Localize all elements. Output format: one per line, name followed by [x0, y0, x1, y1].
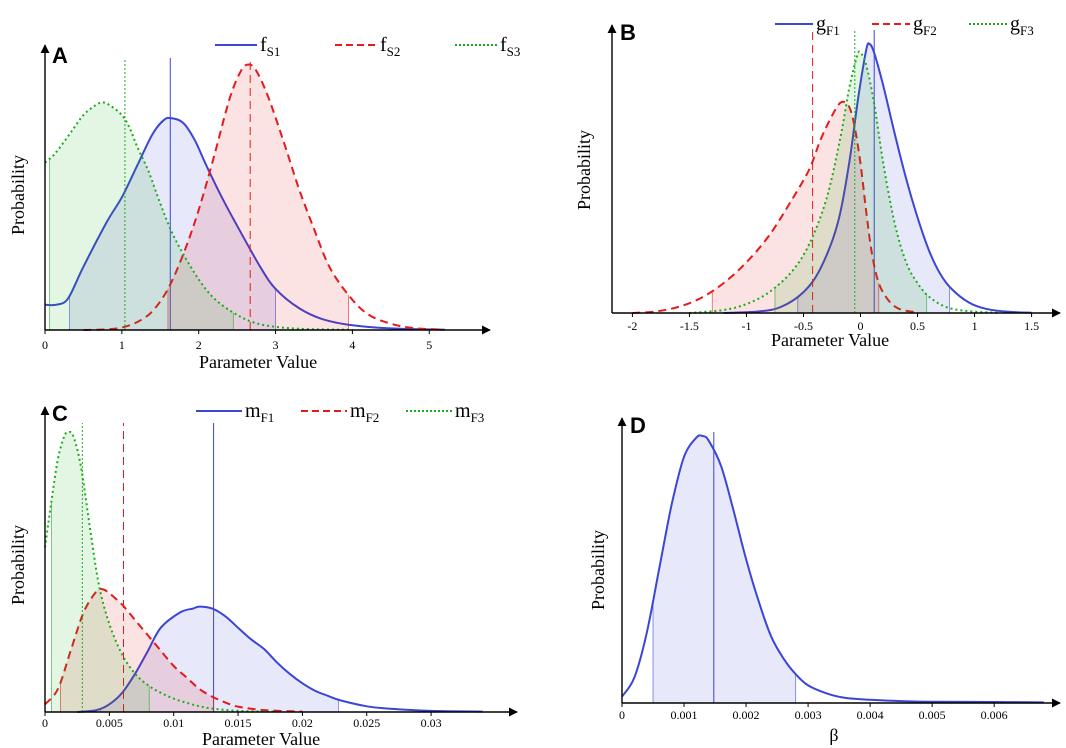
legend-label: mF3: [455, 400, 484, 425]
legend-label: gF2: [913, 13, 937, 38]
legend-label-main: m: [245, 400, 261, 422]
legend: gF1 gF2 gF3: [775, 13, 1034, 38]
legend-label-sub: S2: [387, 44, 401, 59]
legend-label-sub: F3: [1020, 23, 1034, 38]
panel-letter: C: [52, 401, 68, 426]
legend: fS1 fS2 fS3: [215, 34, 520, 59]
density-curve-m-f3: [44, 431, 277, 713]
x-tick-label: 0.03: [421, 716, 442, 730]
legend-label: gF1: [816, 13, 840, 38]
legend: mF1 mF2 mF3: [196, 400, 484, 425]
legend-label-main: f: [260, 34, 267, 56]
x-tick-label: 0.02: [292, 716, 313, 730]
x-tick-label: 0.005: [919, 708, 946, 722]
x-tick-label: 0.003: [795, 708, 822, 722]
legend-label-sub: S1: [267, 44, 281, 59]
legend-label-main: m: [350, 400, 366, 422]
density-curve-beta: [621, 434, 1044, 704]
x-tick-label: 0: [42, 338, 48, 352]
x-axis-label: Parameter Value: [771, 330, 889, 350]
chart-panel-c: 0 0.005 0.01 0.015 0.02 0.025 0.03 Parameter Va…: [8, 400, 518, 748]
legend-label-main: f: [500, 34, 507, 56]
legend-label-main: g: [913, 13, 923, 35]
legend-label: fS3: [500, 34, 520, 59]
panel-letter: B: [620, 20, 636, 45]
legend-label-sub: F1: [826, 23, 840, 38]
y-axis-label: Probability: [8, 525, 28, 605]
ci-area-g-f3: [775, 51, 927, 314]
legend-label-main: g: [816, 13, 826, 35]
x-tick-label: 0: [42, 716, 48, 730]
ci-area-f-s1: [69, 117, 276, 330]
legend-label-sub: F1: [261, 410, 275, 425]
legend-label: mF2: [350, 400, 379, 425]
y-axis-label: Probability: [8, 155, 28, 235]
ci-area-f-s3: [49, 102, 234, 331]
chart-panel-b: -2 -1.5 -1 -0.5 0 0.5 1 1.5 Parameter Value Proba…: [574, 13, 1061, 350]
x-tick-label: 5: [426, 338, 432, 352]
legend-label: gF3: [1010, 13, 1034, 38]
x-axis-label: Parameter Value: [202, 729, 320, 748]
legend-label-main: g: [1010, 13, 1020, 35]
legend-label-sub: F3: [471, 410, 485, 425]
x-axis-label: Parameter Value: [199, 352, 317, 372]
x-tick-label: 0: [619, 708, 625, 722]
density-curve-f-s2: [83, 63, 445, 331]
ci-area-g-f1: [797, 43, 950, 313]
legend-label-sub: S3: [507, 44, 521, 59]
x-tick-label: 0.001: [671, 708, 698, 722]
ci-area-f-s2: [168, 64, 349, 330]
x-tick-label: 1.5: [1024, 319, 1039, 333]
legend-label-main: m: [455, 400, 471, 422]
x-tick-label: -1.5: [680, 319, 699, 333]
x-tick-label: 0.004: [857, 708, 884, 722]
density-curve-g-f2: [632, 100, 918, 314]
x-tick-label: 4: [349, 338, 355, 352]
ci-area-m-f1: [100, 606, 339, 712]
x-tick-label: 1: [119, 338, 125, 352]
x-tick-label: -0.5: [794, 319, 813, 333]
x-tick-label: 0.015: [225, 716, 252, 730]
ci-area-beta: [653, 435, 796, 703]
chart-panel-d: 0 0.001 0.002 0.003 0.004 0.005 0.006 β Probabil…: [588, 413, 1061, 745]
panel-letter: A: [52, 43, 68, 68]
x-tick-label: -2: [627, 319, 637, 333]
x-axis-label: β: [829, 725, 838, 745]
x-tick-label: 0.006: [981, 708, 1008, 722]
x-tick-label: 0: [858, 319, 864, 333]
x-tick-label: 0.005: [96, 716, 123, 730]
density-curve-m-f2: [44, 587, 303, 713]
x-tick-label: 0.5: [910, 319, 925, 333]
x-tick-label: -1: [741, 319, 751, 333]
legend-label: fS2: [380, 34, 400, 59]
ci-area-m-f3: [51, 432, 150, 712]
density-curve-f-s3: [44, 101, 353, 331]
density-curve-m-f1: [77, 605, 483, 713]
density-curve-f-s1: [44, 116, 445, 331]
x-tick-label: 2: [196, 338, 202, 352]
x-tick-label: 3: [273, 338, 279, 352]
x-tick-label: 0.002: [733, 708, 760, 722]
legend-label-sub: F2: [366, 410, 380, 425]
x-tick-label: 0.025: [353, 716, 380, 730]
legend-label: fS1: [260, 34, 280, 59]
legend-label: mF1: [245, 400, 274, 425]
panel-letter: D: [630, 413, 646, 438]
x-tick-label: 0.01: [163, 716, 184, 730]
legend-label-sub: F2: [923, 23, 937, 38]
legend-label-main: f: [380, 34, 387, 56]
y-axis-label: Probability: [574, 130, 594, 210]
x-tick-label: 1: [972, 319, 978, 333]
density-curve-g-f3: [689, 50, 998, 314]
ci-area-m-f2: [60, 588, 214, 712]
y-axis-label: Probability: [588, 530, 608, 610]
